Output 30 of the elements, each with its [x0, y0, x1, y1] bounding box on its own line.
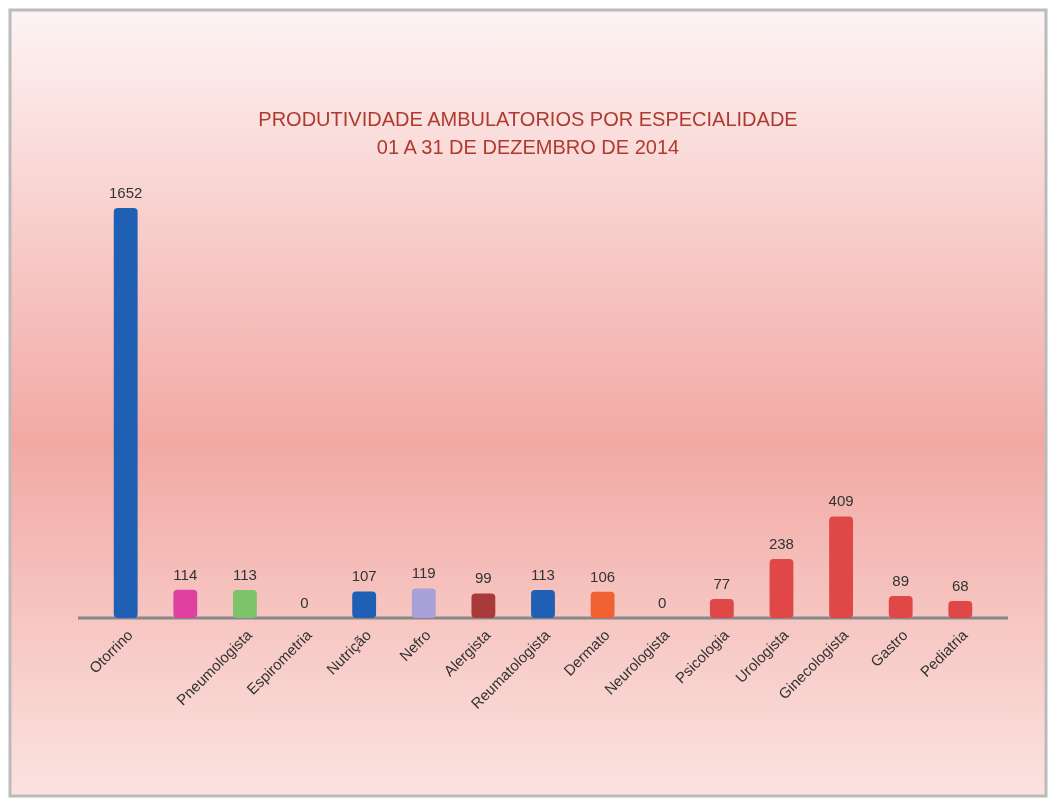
bar: [233, 589, 257, 618]
data-label: 119: [411, 564, 436, 582]
data-label: 113: [232, 565, 257, 583]
bar: [829, 516, 853, 618]
data-label: 77: [713, 574, 731, 592]
bar: [888, 595, 913, 618]
bar: [709, 598, 734, 618]
data-label: 409: [828, 492, 854, 510]
data-label: 106: [590, 567, 616, 585]
data-label: 68: [951, 577, 969, 595]
data-label: 0: [658, 594, 667, 611]
bar: [411, 588, 436, 618]
bar: [948, 601, 973, 618]
data-label: 89: [892, 571, 910, 589]
data-label: 99: [475, 569, 492, 587]
data-label: 114: [173, 565, 198, 583]
bar: [590, 591, 615, 618]
bar: [471, 593, 496, 618]
chart-subtitle: 01 A 31 DE DEZEMBRO DE 2014: [376, 136, 680, 158]
bar: [769, 558, 794, 618]
data-label: 1652: [109, 184, 143, 201]
bar: [531, 589, 555, 618]
chart-title: PRODUTIVIDADE AMBULATORIOS POR ESPECIALIDADE: [258, 108, 798, 130]
bar: [113, 208, 138, 618]
bar: [173, 589, 198, 618]
data-label: 113: [531, 565, 555, 583]
data-label: 238: [768, 534, 794, 552]
data-label: 0: [300, 594, 309, 611]
data-label: 107: [351, 567, 377, 585]
bar: [352, 591, 377, 618]
